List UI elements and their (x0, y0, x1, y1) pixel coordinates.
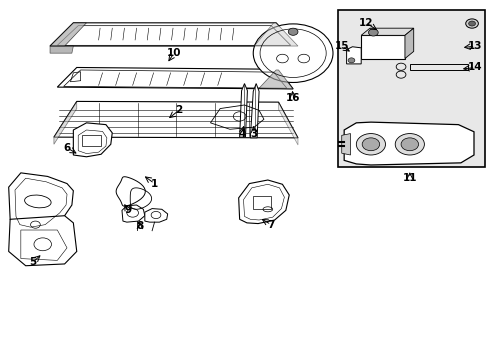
Polygon shape (346, 47, 361, 64)
Bar (338, 10, 484, 167)
Circle shape (394, 134, 424, 155)
Polygon shape (144, 208, 167, 222)
Circle shape (400, 138, 418, 151)
Text: 2: 2 (175, 105, 182, 115)
Text: 14: 14 (467, 63, 482, 72)
Text: 12: 12 (358, 18, 372, 28)
Polygon shape (9, 216, 77, 266)
Text: 16: 16 (285, 93, 300, 103)
Polygon shape (254, 23, 297, 46)
Circle shape (356, 134, 385, 155)
Text: 4: 4 (238, 129, 245, 139)
Text: 6: 6 (63, 143, 70, 153)
Polygon shape (278, 102, 297, 145)
Polygon shape (57, 67, 292, 89)
Text: 15: 15 (334, 41, 348, 51)
Polygon shape (250, 84, 259, 138)
Text: 10: 10 (166, 48, 181, 58)
Polygon shape (50, 23, 86, 46)
Polygon shape (54, 102, 297, 138)
Circle shape (287, 28, 297, 35)
Text: 11: 11 (402, 173, 416, 183)
Text: 5: 5 (29, 257, 37, 267)
Circle shape (368, 29, 377, 36)
Circle shape (468, 21, 474, 26)
Text: 3: 3 (250, 129, 257, 139)
Polygon shape (361, 28, 413, 35)
Text: 13: 13 (467, 41, 482, 51)
Polygon shape (361, 35, 404, 59)
Circle shape (362, 138, 379, 151)
Polygon shape (50, 23, 297, 46)
Circle shape (253, 24, 332, 82)
Polygon shape (239, 84, 247, 137)
Text: 7: 7 (267, 220, 274, 230)
Polygon shape (73, 123, 112, 157)
Text: 8: 8 (136, 221, 143, 231)
Polygon shape (259, 70, 292, 89)
Polygon shape (122, 205, 144, 222)
Polygon shape (54, 102, 77, 144)
Polygon shape (344, 122, 473, 165)
Circle shape (465, 19, 477, 28)
Text: 9: 9 (124, 205, 131, 215)
Circle shape (347, 58, 354, 63)
Polygon shape (238, 180, 288, 224)
Polygon shape (50, 46, 73, 53)
Polygon shape (404, 28, 413, 59)
Polygon shape (341, 134, 350, 155)
Polygon shape (9, 173, 73, 234)
Text: 1: 1 (151, 179, 158, 189)
